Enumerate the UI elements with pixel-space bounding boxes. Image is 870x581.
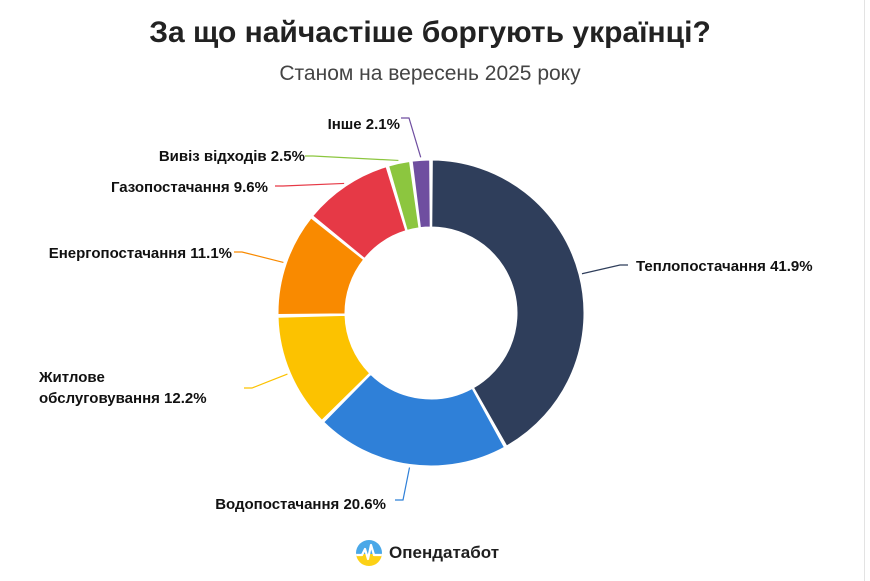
leader-line-waste-removal (305, 155, 399, 162)
slice-water-supply (323, 373, 506, 467)
brand-name: Опендатабот (389, 543, 500, 562)
leader-line-heat-supply (581, 264, 628, 275)
chart-title: За що найчастіше боргують українці? (149, 16, 711, 49)
slice-gas-supply (312, 166, 407, 260)
label-other: Інше 2.1% (328, 116, 400, 133)
leader-line-housing-service (244, 373, 288, 389)
leader-line-other (401, 117, 422, 158)
chart-subtitle: Станом на вересень 2025 року (279, 62, 581, 85)
label-housing-service: Житлове обслуговування 12.2% (38, 369, 207, 407)
slice-power-supply (277, 217, 365, 316)
leader-line-gas-supply (275, 182, 345, 187)
label-waste-removal: Вивіз відходів 2.5% (159, 148, 305, 165)
label-gas-supply: Газопостачання 9.6% (111, 179, 268, 196)
slice-housing-service (277, 314, 371, 421)
leader-line-water-supply (395, 467, 411, 501)
brand-footer: Опендатабот (355, 538, 499, 568)
leader-line-power-supply (234, 251, 284, 264)
label-power-supply: Енергопостачання 11.1% (49, 245, 232, 262)
label-heat-supply: Теплопостачання 41.9% (636, 258, 813, 275)
right-divider (864, 0, 865, 581)
slice-heat-supply (431, 159, 585, 447)
opendatabot-logo-icon (356, 540, 382, 566)
label-water-supply: Водопостачання 20.6% (215, 496, 386, 513)
slice-other (411, 159, 431, 229)
slice-waste-removal (388, 160, 420, 231)
